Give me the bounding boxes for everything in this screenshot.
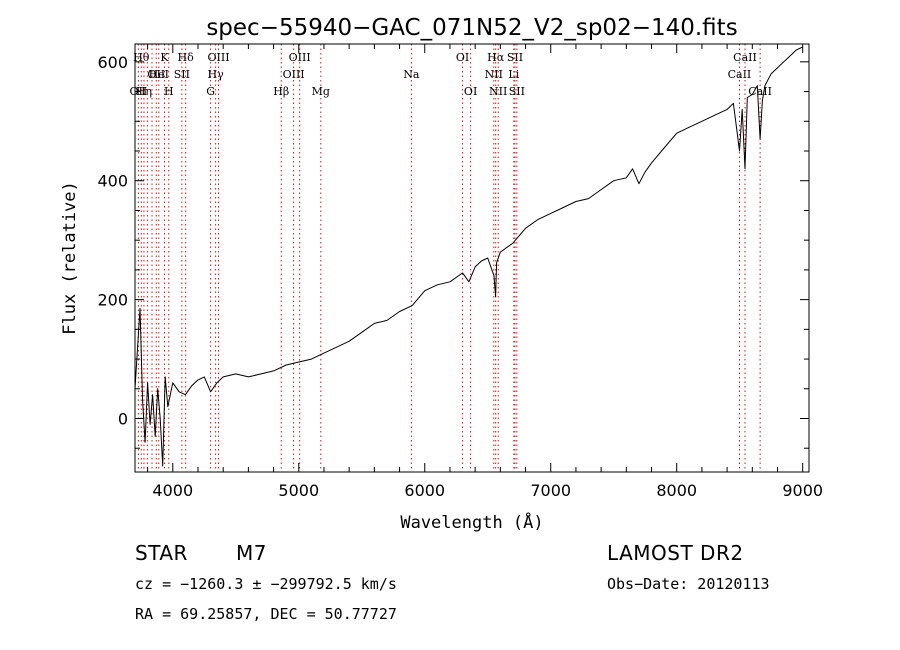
line-marker-label: NII (485, 68, 503, 81)
object-class: STAR (135, 541, 188, 565)
line-marker-label: OIII (283, 68, 305, 81)
x-tick-label: 8000 (656, 481, 697, 500)
x-tick-label: 4000 (152, 481, 193, 500)
line-marker-label: Hα (487, 51, 505, 64)
line-marker-label: K (160, 51, 169, 64)
line-marker-label: OI (464, 85, 477, 98)
line-marker-label: Mg (312, 85, 330, 98)
line-marker-label: Na (403, 68, 420, 81)
line-marker-label: OII (147, 68, 165, 81)
x-tick-label: 6000 (404, 481, 445, 500)
line-marker-label: CaII (733, 51, 757, 64)
spectrum-line (134, 46, 803, 467)
axis-ticks: 4000 5000 6000 7000 8000 9000 0 200 400 600 (97, 44, 823, 500)
line-marker-label: Hγ (208, 68, 225, 81)
y-axis-label: Flux (relative) (60, 181, 80, 335)
y-tick-label: 600 (97, 53, 128, 72)
line-marker-label: H (164, 85, 174, 98)
line-marker-label: Hη (136, 85, 152, 98)
y-tick-label: 0 (118, 410, 128, 429)
y-tick-label: 200 (97, 291, 128, 310)
x-tick-label: 5000 (278, 481, 319, 500)
redshift-line: cz = −1260.3 ± −299792.5 km/s (135, 575, 397, 593)
line-marker-label: Hβ (273, 85, 289, 98)
survey-name: LAMOST DR2 (607, 541, 744, 565)
line-marker-label: SII (509, 85, 525, 98)
line-marker-label: Hθ (133, 51, 150, 64)
obs-date: Obs−Date: 20120113 (607, 575, 770, 593)
line-marker-label: SII (507, 51, 523, 64)
chart-title: spec−55940−GAC_071N52_V2_sp02−140.fits (206, 15, 737, 41)
line-marker-label: CaII (748, 85, 772, 98)
line-marker-label: G (206, 85, 215, 98)
x-tick-label: 7000 (530, 481, 571, 500)
spectrum-series (134, 46, 803, 467)
line-marker-label: OIII (289, 51, 311, 64)
plot-frame (134, 43, 810, 473)
line-marker-label: CaII (728, 68, 752, 81)
x-axis-label: Wavelength (Å) (400, 511, 543, 533)
x-tick-label: 9000 (782, 481, 823, 500)
y-tick-label: 400 (97, 172, 128, 191)
line-marker-label: NII (489, 85, 507, 98)
object-subclass: M7 (236, 541, 267, 565)
line-marker-label: OIII (207, 51, 229, 64)
line-marker-label: Li (508, 68, 519, 81)
spectral-line-markers: OIIHθHηOIIHeIKHSIIHδGHγOIIIHβOIIIOIIIMgN… (130, 44, 772, 472)
line-marker-label: HeI (149, 68, 169, 81)
line-marker-label: OI (456, 51, 469, 64)
coordinates: RA = 69.25857, DEC = 50.77727 (135, 605, 397, 623)
line-marker-label: SII (174, 68, 190, 81)
line-marker-label: Hδ (178, 51, 195, 64)
